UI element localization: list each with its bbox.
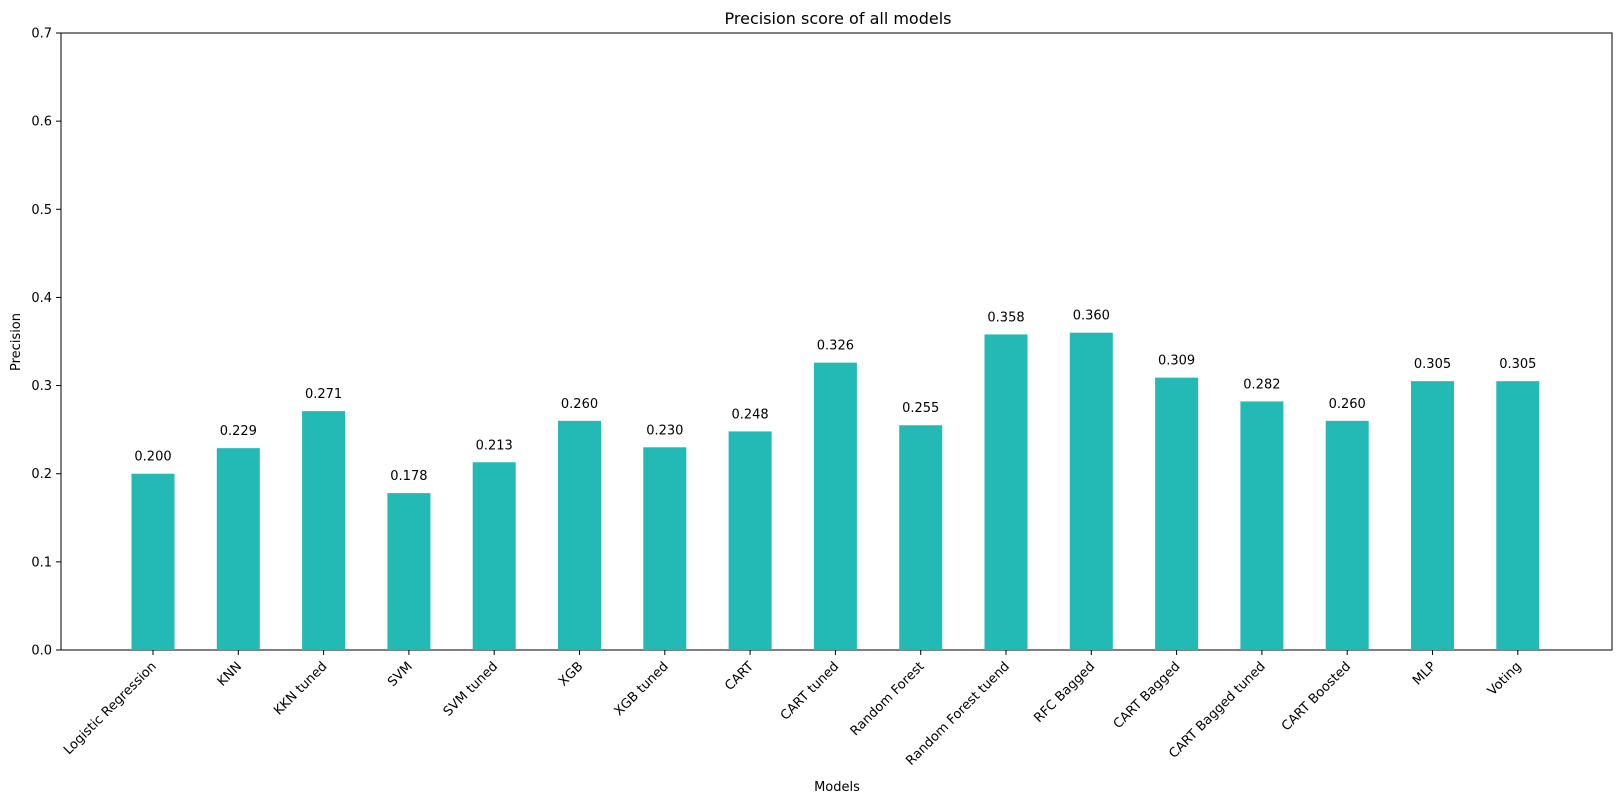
bar-value-label: 0.255 — [902, 401, 939, 416]
bar — [1069, 332, 1113, 650]
plot-area: 0.0 0.1 0.2 0.3 0.4 0.5 0.6 0.7 0.200 0.229 0.271… — [31, 27, 1613, 769]
bar-value-label: 0.213 — [476, 438, 513, 453]
bar-value-label: 0.282 — [1243, 377, 1280, 392]
x-tick-label: RFC Bagged — [1031, 659, 1098, 726]
bar — [1411, 381, 1454, 650]
x-tick-label: KKN tuned — [271, 659, 330, 718]
x-tick-label: CART Bagged — [1111, 659, 1184, 732]
bar-value-label: 0.326 — [817, 339, 854, 354]
y-tick-label: 0.2 — [31, 467, 52, 482]
bar — [728, 431, 772, 650]
y-tick-label: 0.1 — [31, 555, 52, 570]
x-tick-label: SVM — [385, 659, 416, 690]
bar-value-label: 0.200 — [134, 450, 171, 465]
bar — [1155, 377, 1199, 650]
bar — [1240, 401, 1284, 650]
bar-value-label: 0.230 — [646, 423, 683, 438]
bar — [302, 411, 346, 650]
bar — [813, 362, 857, 650]
bar — [131, 473, 175, 650]
x-tick-label: MLP — [1410, 659, 1439, 688]
bar-value-label: 0.309 — [1158, 354, 1195, 369]
x-tick-label: CART Bagged tuned — [1166, 659, 1268, 761]
x-tick-label: XGB — [556, 659, 586, 689]
bars: 0.200 0.229 0.271 0.178 0.213 0.260 0.230 0.248… — [131, 309, 1540, 650]
bar-value-label: 0.229 — [220, 424, 257, 439]
bar-value-label: 0.178 — [390, 469, 427, 484]
x-tick-label: KNN — [215, 659, 245, 689]
x-tick-label: CART Boosted — [1279, 659, 1354, 734]
bar-value-label: 0.260 — [561, 397, 598, 412]
bar — [984, 334, 1028, 650]
bar — [643, 447, 687, 650]
x-axis-label: Models — [814, 780, 860, 795]
y-tick-label: 0.0 — [31, 644, 52, 659]
bar — [1325, 420, 1369, 650]
y-axis: 0.0 0.1 0.2 0.3 0.4 0.5 0.6 0.7 — [31, 27, 61, 659]
bar-value-label: 0.260 — [1329, 397, 1366, 412]
x-tick-label: CART — [722, 659, 757, 694]
bar — [899, 425, 943, 650]
bar-value-label: 0.248 — [731, 407, 768, 422]
bar — [558, 420, 601, 650]
y-tick-label: 0.5 — [31, 203, 52, 218]
bar — [216, 448, 260, 650]
y-tick-label: 0.6 — [31, 115, 52, 130]
y-axis-label: Precision — [9, 313, 24, 371]
y-tick-label: 0.3 — [31, 379, 52, 394]
bar-value-label: 0.271 — [305, 387, 342, 402]
x-tick-label: Logistic Regression — [61, 659, 160, 758]
bar — [1496, 381, 1540, 650]
y-tick-label: 0.7 — [31, 27, 52, 42]
x-axis: Logistic Regression KNN KKN tuned SVM SVM tu… — [61, 650, 1525, 769]
bar-value-label: 0.358 — [987, 310, 1024, 325]
y-tick-label: 0.4 — [31, 291, 52, 306]
x-tick-label: XGB tuned — [612, 659, 672, 719]
chart-title: Precision score of all models — [725, 9, 952, 28]
bar-value-label: 0.305 — [1499, 357, 1536, 372]
x-tick-label: Random Forest — [848, 659, 928, 739]
bar-value-label: 0.360 — [1073, 309, 1110, 324]
bar — [387, 493, 431, 650]
x-tick-label: Voting — [1485, 659, 1525, 699]
x-tick-label: SVM tuned — [441, 659, 501, 719]
bar — [472, 462, 516, 650]
x-tick-label: CART tuned — [778, 659, 842, 723]
bar-value-label: 0.305 — [1414, 357, 1451, 372]
